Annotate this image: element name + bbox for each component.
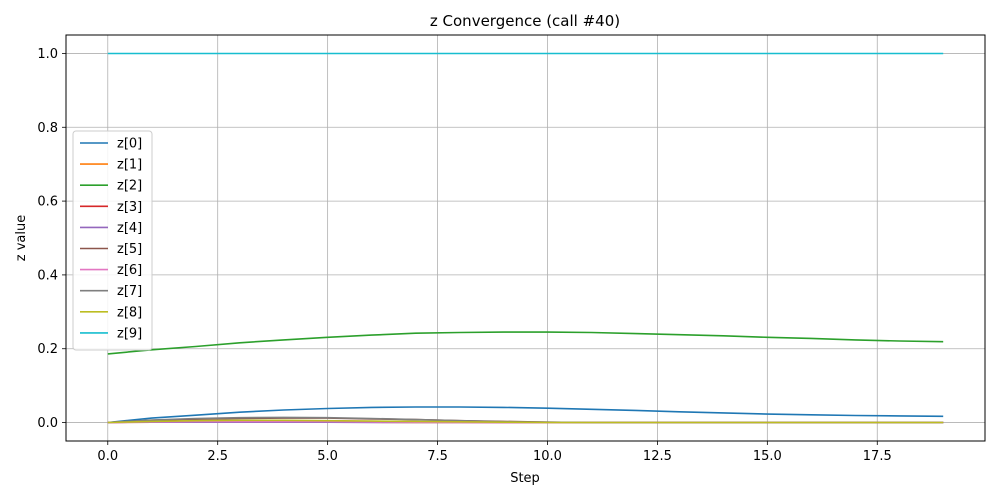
- legend-label: z[0]: [117, 137, 142, 152]
- x-tick-label: 0.0: [97, 449, 118, 464]
- legend-label: z[7]: [117, 284, 142, 299]
- legend-label: z[8]: [117, 305, 142, 320]
- chart-title: z Convergence (call #40): [430, 12, 620, 30]
- series-line-z2: [107, 331, 944, 355]
- legend: z[0] z[1] z[2] z[3] z[4] z[5] z[6] z[7] z[8] z[9]: [72, 130, 153, 351]
- y-tick-label: 1.0: [37, 47, 58, 62]
- x-tick-label: 17.5: [863, 449, 892, 464]
- y-tick-label: 0.4: [37, 268, 58, 283]
- y-tick-label: 0.0: [37, 416, 58, 431]
- plot-frame: [65, 34, 986, 442]
- x-tick-label: 7.5: [427, 449, 448, 464]
- legend-label: z[9]: [117, 326, 142, 341]
- y-tick-label: 0.6: [37, 195, 58, 210]
- series-lines: [107, 52, 944, 424]
- x-axis-label: Step: [510, 471, 540, 486]
- y-axis-label: z value: [14, 215, 29, 261]
- x-tick-label: 12.5: [643, 449, 672, 464]
- grid: [66, 35, 985, 441]
- x-tick-label: 5.0: [317, 449, 338, 464]
- legend-label: z[1]: [117, 158, 142, 173]
- x-tick-label: 2.5: [207, 449, 228, 464]
- legend-label: z[6]: [117, 263, 142, 278]
- legend-label: z[2]: [117, 179, 142, 194]
- y-tick-label: 0.2: [37, 342, 58, 357]
- legend-label: z[3]: [117, 200, 142, 215]
- y-tick-label: 0.8: [37, 121, 58, 136]
- x-tick-label: 10.0: [533, 449, 562, 464]
- x-tick-label: 15.0: [753, 449, 782, 464]
- axis-ticks: 0.0 2.5 5.0 7.5 10.0 12.5 15.0 17.5 0.0 0.2 0.4 0.6…: [37, 47, 891, 464]
- series-line-z0: [107, 406, 944, 424]
- legend-label: z[5]: [117, 242, 142, 257]
- series-line-z8: [107, 419, 944, 424]
- legend-label: z[4]: [117, 221, 142, 236]
